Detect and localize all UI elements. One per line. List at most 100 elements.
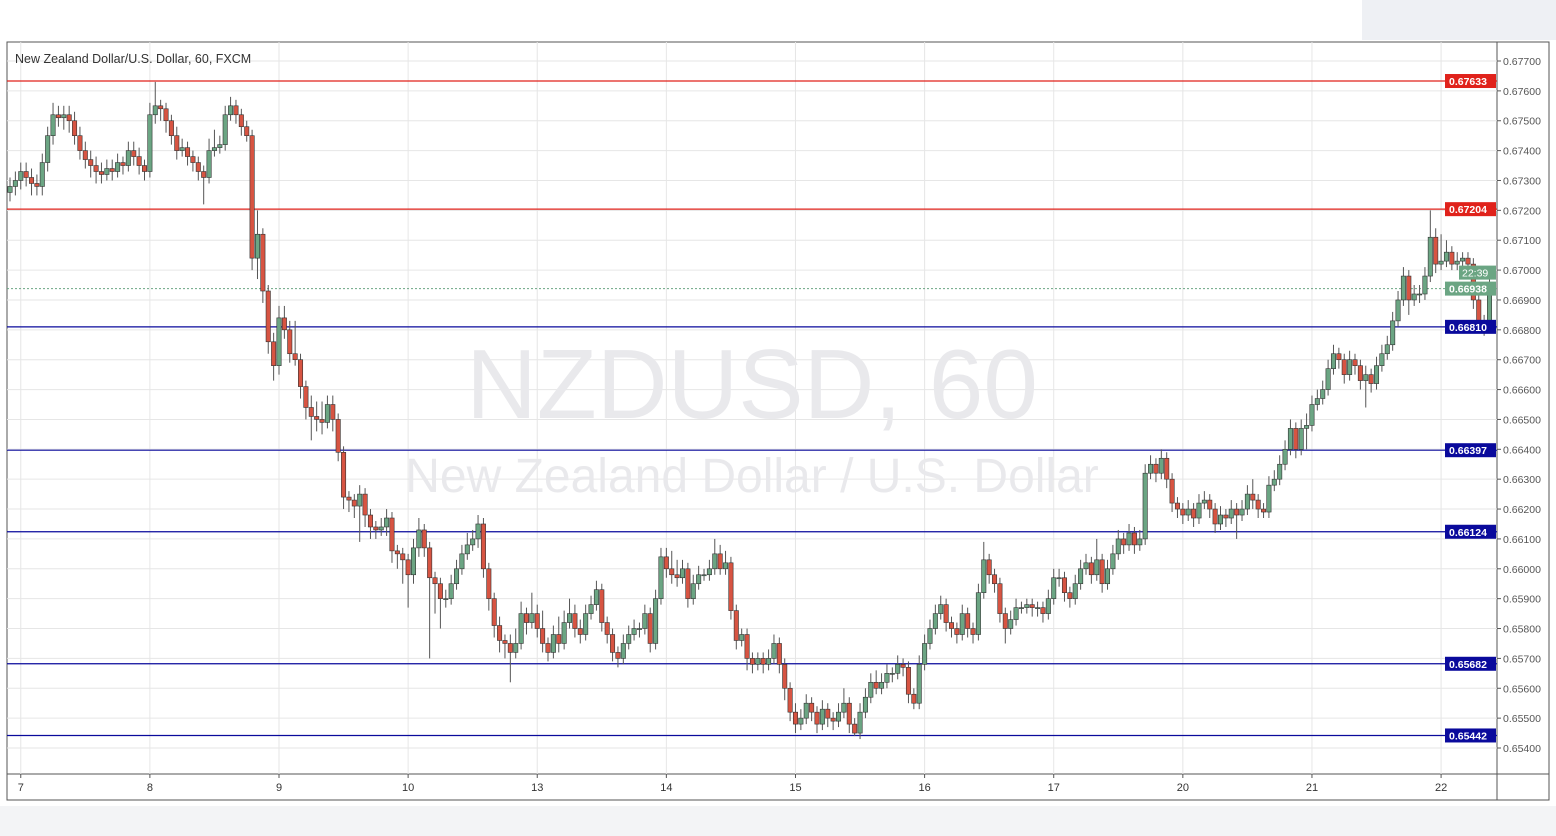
candle-down [669,568,675,576]
candle-up [1314,398,1320,405]
candle-down [260,233,266,292]
candle-down [1212,508,1218,525]
candle-up [1309,404,1315,426]
candle-up [798,717,804,725]
candle-up [1094,559,1100,576]
candle-down [545,643,551,653]
candle-down [717,553,723,570]
candle-up [636,628,642,630]
candle-down [1368,374,1374,384]
candle-down [1357,365,1363,381]
candle-up [706,568,712,576]
candle-down [1180,508,1186,516]
candle-down [604,622,610,635]
candle-down [1164,457,1170,480]
candle-down [201,171,207,178]
candle-up [1277,463,1283,480]
candle-down [486,568,492,599]
candle-up [1244,493,1250,510]
grid [6,41,1550,801]
candle-down [1293,428,1299,450]
current-price-label: 0.66938 [1449,284,1487,296]
candle-up [115,162,121,172]
candle-up [1072,583,1078,599]
candle-down [131,150,137,157]
y-tick-label: 0.65400 [1503,743,1541,755]
support-price-label: 0.66397 [1449,445,1487,457]
candle-down [174,135,180,151]
candle-up [1266,484,1272,513]
candle-down [663,556,669,570]
candle-up [384,517,390,528]
candle-up [755,658,761,665]
candle-down [168,120,174,136]
x-tick-label: 8 [147,782,153,794]
x-tick-label: 13 [531,782,543,794]
time-axis[interactable]: 7 8 9 10 13 14 15 16 17 20 21 22 [18,774,1448,794]
y-tick-label: 0.66900 [1503,295,1541,307]
candle-down [373,526,379,531]
candle-up [211,147,217,151]
candle-down [244,126,250,136]
chart-title: New Zealand Dollar/U.S. Dollar, 60, FXCM [15,52,252,66]
y-tick-label: 0.65900 [1503,594,1541,606]
candle-down [1352,359,1358,366]
horizontal-levels[interactable] [7,80,1497,737]
candle-down [1406,275,1412,301]
candle-down [776,643,782,665]
candle-up [723,562,729,570]
candle-up [39,162,45,187]
candle-up [1390,320,1396,346]
candle-up [1185,508,1191,516]
candle-up [443,598,449,600]
candle-up [416,529,422,549]
candle-up [1384,344,1390,355]
countdown-bg [1459,265,1496,280]
price-axis[interactable]: 0.67700 0.67600 0.67500 0.67400 0.67300 0.672… [1497,56,1541,755]
candle-up [18,171,24,181]
candle-up [1051,577,1057,599]
x-tick-label: 15 [789,782,801,794]
y-tick-label: 0.65700 [1503,653,1541,665]
candle-down [1336,353,1342,361]
candle-up [179,147,185,151]
candle-up [1201,499,1207,504]
candle-down [1191,508,1197,519]
candle-up [1018,607,1024,609]
candle-down [1174,502,1180,510]
candle-down [195,162,201,172]
candles [7,81,1493,740]
candle-up [1148,463,1154,474]
candle-down [674,574,680,579]
candle-down [943,604,949,623]
candle-down [954,628,960,635]
candle-down [163,108,169,122]
candle-up [927,628,933,644]
x-tick-label: 7 [18,782,24,794]
candle-down [749,658,755,665]
candle-up [206,150,212,178]
x-tick-label: 22 [1435,782,1447,794]
candle-down [846,702,852,725]
candle-up [1282,449,1288,465]
candle-up [475,523,481,540]
candle-down [787,687,793,713]
candle-down [249,135,255,259]
x-tick-label: 10 [402,782,414,794]
y-tick-label: 0.67300 [1503,175,1541,187]
candle-down [400,553,406,561]
y-tick-label: 0.67600 [1503,86,1541,98]
candle-up [45,135,51,163]
candle-down [900,664,906,668]
candle-down [825,708,831,719]
candle-down [992,574,998,585]
candle-up [454,568,460,585]
candle-down [23,171,29,178]
candle-up [518,613,524,644]
candle-down [29,177,35,184]
candle-up [1035,607,1041,609]
candle-up [868,681,874,698]
candle-up [152,105,158,116]
candle-up [1056,577,1062,580]
